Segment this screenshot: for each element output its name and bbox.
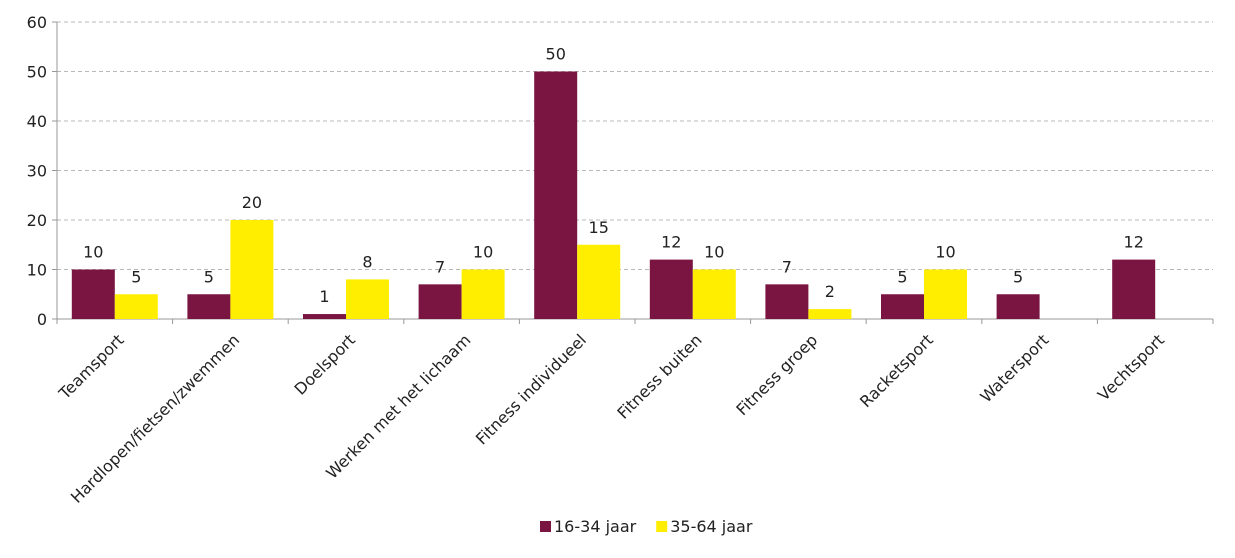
bar — [649, 259, 693, 319]
data-label: 5 — [897, 267, 907, 286]
legend-label: 35-64 jaar — [670, 517, 753, 536]
bar — [577, 244, 621, 319]
data-label: 5 — [204, 267, 214, 286]
y-tick-label: 10 — [27, 261, 47, 280]
y-tick-label: 30 — [27, 162, 47, 181]
bar — [346, 279, 389, 319]
bar — [692, 269, 736, 319]
legend-label: 16-34 jaar — [554, 517, 637, 536]
data-label: 10 — [935, 243, 955, 262]
data-label: 10 — [704, 243, 724, 262]
x-tick-label: Doelsport — [291, 330, 359, 398]
y-tick-label: 40 — [27, 112, 47, 131]
bar — [71, 269, 115, 319]
legend-swatch — [656, 521, 668, 532]
y-tick-label: 0 — [37, 310, 47, 329]
x-tick-label: Racketsport — [856, 330, 937, 411]
bar — [461, 269, 505, 319]
bar — [924, 269, 967, 319]
x-tick-label: Vechtsport — [1094, 330, 1168, 404]
bar — [808, 309, 852, 319]
bar — [534, 71, 578, 319]
data-label: 7 — [435, 257, 445, 276]
legend-swatch — [540, 521, 551, 532]
x-tick-label: Fitness individueel — [472, 330, 590, 448]
bar — [114, 294, 158, 319]
data-label: 8 — [362, 252, 372, 271]
y-tick-label: 50 — [27, 63, 47, 82]
data-label: 1 — [319, 287, 329, 306]
bar — [418, 284, 462, 319]
x-tick-label: Watersport — [976, 330, 1052, 406]
data-label: 15 — [589, 218, 609, 237]
data-label: 10 — [83, 243, 103, 262]
data-label: 50 — [546, 45, 566, 64]
data-label: 20 — [242, 193, 262, 212]
bar — [230, 220, 274, 319]
x-tick-label: Fitness buiten — [613, 330, 705, 422]
y-tick-label: 20 — [27, 211, 47, 230]
bar — [1112, 259, 1156, 319]
bar — [303, 314, 346, 319]
data-label: 5 — [1013, 267, 1023, 286]
data-label: 12 — [661, 233, 681, 252]
x-tick-label: Fitness groep — [732, 330, 821, 419]
y-tick-label: 60 — [27, 13, 47, 32]
bar — [765, 284, 809, 319]
data-label: 2 — [825, 282, 835, 301]
bar — [881, 294, 924, 319]
data-label: 5 — [131, 267, 141, 286]
data-label: 12 — [1124, 233, 1144, 252]
data-label: 7 — [782, 257, 792, 276]
x-tick-label: Teamsport — [54, 330, 127, 403]
bar — [187, 294, 231, 319]
data-label: 10 — [473, 243, 493, 262]
bar — [996, 294, 1040, 319]
